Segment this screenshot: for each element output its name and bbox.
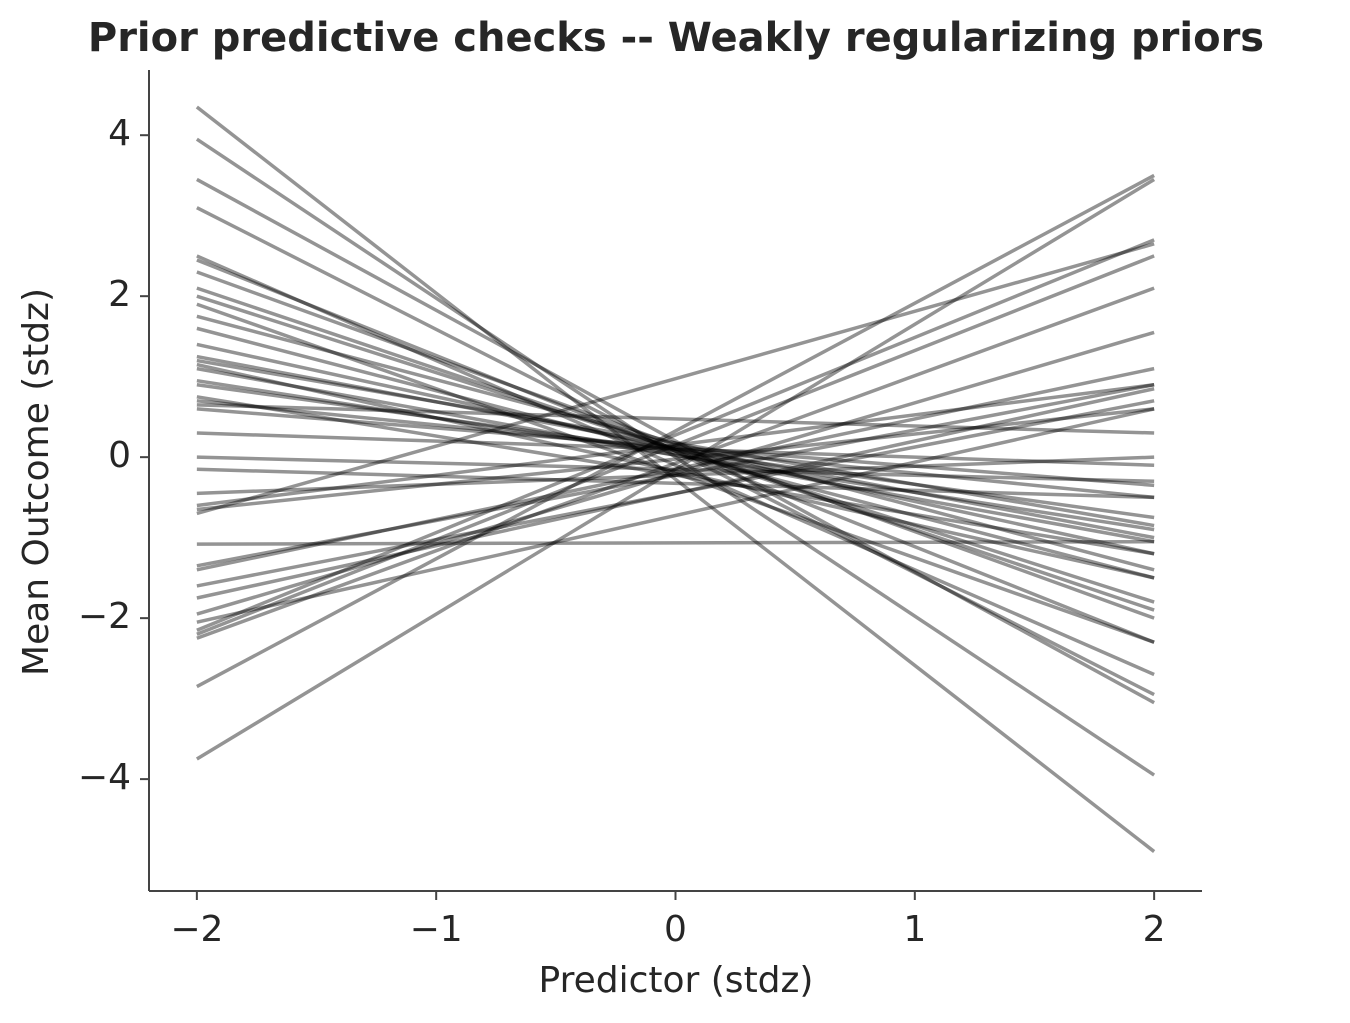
prior-line [196, 286, 1155, 612]
prior-line [196, 467, 1155, 500]
prior-line [196, 294, 1155, 604]
prior-line [196, 387, 1155, 600]
prior-line [196, 354, 1155, 540]
y-tick-label: 2 [108, 274, 131, 315]
prior-line [196, 238, 1155, 632]
prior-line [196, 254, 1155, 636]
prior-line [196, 286, 1155, 640]
prior-line [195, 177, 1156, 761]
prior-line [196, 206, 1155, 697]
y-tick-label: 4 [108, 113, 131, 154]
prior-line [196, 407, 1155, 512]
prior-line [196, 358, 1155, 528]
prior-line [196, 330, 1155, 616]
x-tick-label: −1 [410, 909, 463, 950]
prior-line [196, 431, 1155, 467]
prior-line [195, 137, 1156, 777]
prior-line [196, 539, 1155, 546]
prior-line [196, 258, 1155, 644]
prior-line [196, 382, 1155, 520]
x-tick-label: 2 [1143, 909, 1166, 950]
prior-line [196, 242, 1155, 516]
prior-line [196, 342, 1155, 556]
prior-line [196, 366, 1155, 544]
x-tick-label: 1 [903, 909, 926, 950]
x-tick-label: −2 [170, 909, 223, 950]
prior-line [195, 105, 1156, 853]
prior-line [196, 366, 1155, 572]
prior-line [196, 173, 1155, 689]
prior-line [196, 395, 1155, 556]
prior-line [196, 314, 1155, 572]
prior-line [196, 254, 1155, 677]
x-tick-label: 0 [664, 909, 687, 950]
prior-line [196, 407, 1155, 488]
prior-line [196, 407, 1155, 624]
prior-line [196, 326, 1155, 580]
prior-line [196, 382, 1155, 508]
x-axis-label: Predictor (stdz) [539, 960, 814, 1001]
y-tick-label: −2 [78, 596, 131, 637]
prior-line [196, 362, 1155, 580]
prior-line [196, 378, 1155, 532]
prior-line [196, 399, 1155, 588]
prior-line [196, 455, 1155, 484]
prior-line [196, 270, 1155, 620]
prior-line [196, 399, 1155, 500]
prior-line [196, 177, 1155, 705]
y-tick-label: −4 [78, 757, 131, 798]
y-axis-label: Mean Outcome (stdz) [16, 288, 57, 676]
prior-line [196, 403, 1155, 435]
chart-title: Prior predictive checks -- Weakly regula… [88, 15, 1264, 61]
y-tick-label: 0 [108, 435, 131, 476]
prior-line [196, 382, 1155, 568]
prior-line [196, 455, 1155, 496]
prior-line [196, 302, 1155, 644]
